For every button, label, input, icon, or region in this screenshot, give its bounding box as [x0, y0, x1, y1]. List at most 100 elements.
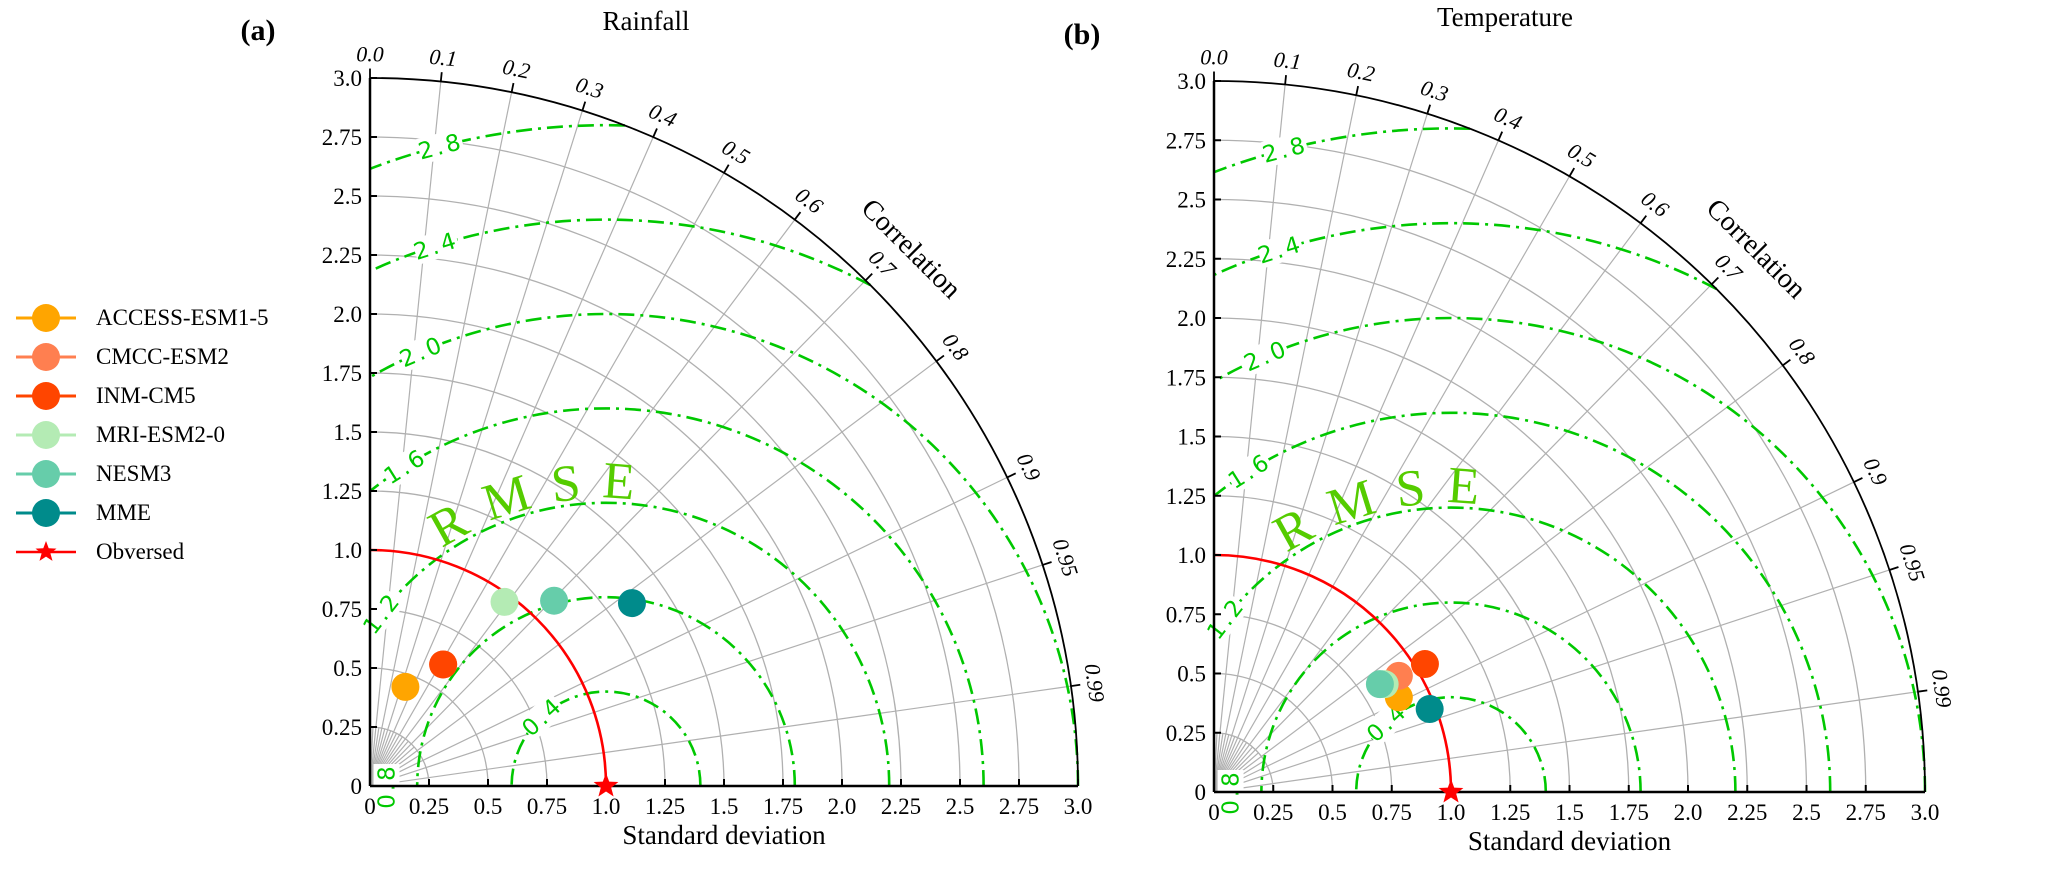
correlation-tick [1782, 358, 1791, 367]
x-tick-label: 2.25 [881, 794, 921, 819]
y-tick-label: 0 [1195, 780, 1207, 805]
x-tick-label: 1.25 [645, 794, 685, 819]
y-tick-label: 1.0 [1177, 543, 1206, 568]
x-tick-label: 1.25 [1490, 800, 1530, 825]
legend-marker-icon [16, 498, 76, 527]
x-tick-label: 0.25 [409, 794, 449, 819]
legend-marker-icon [16, 381, 76, 410]
correlation-tick-label: 0.8 [1784, 332, 1821, 369]
correlation-grid-line [369, 136, 654, 787]
rmse-title: RMSE [420, 452, 657, 558]
x-tick-label: 1.5 [1555, 800, 1584, 825]
correlation-tick [935, 354, 945, 362]
legend-dot [32, 381, 60, 410]
rmse-contour [369, 123, 625, 170]
correlation-tick [510, 82, 515, 93]
x-tick-label: 1.5 [710, 794, 739, 819]
rmse-label-bg [379, 443, 431, 489]
x-tick-label: 2.75 [999, 794, 1039, 819]
correlation-tick-label: 0.5 [1563, 138, 1599, 173]
correlation-tick [1568, 167, 1576, 177]
y-tick-label: 1.0 [333, 538, 362, 563]
correlation-tick [652, 128, 658, 138]
y-tick-label: 2.25 [322, 243, 362, 268]
correlation-grid-line [1213, 481, 1855, 793]
rmse-contour [1260, 601, 1642, 793]
rmse-contour [1213, 127, 1470, 174]
correlation-grid-line [369, 685, 1072, 787]
correlation-tick [439, 72, 443, 82]
correlation-tick-label: 0.99 [1080, 662, 1110, 704]
panel-label: (a) [241, 14, 276, 47]
correlation-tick-label: 0.2 [500, 54, 532, 84]
x-tick-label: 0 [364, 794, 376, 819]
correlation-tick-label: 0.0 [356, 41, 384, 66]
rmse-contour [1354, 695, 1548, 793]
legend-dot [32, 420, 60, 449]
correlation-tick [1853, 477, 1863, 483]
correlation-grid-line [1213, 113, 1428, 793]
std-grid-arc [1213, 198, 1808, 793]
taylor-panel-b: 0.4 0.8 1.2 1.6 2.0 2.4 2.8 RMSE 00 0.25 0.25 0.5 0.… [1064, 2, 1957, 856]
correlation-tick [1355, 85, 1359, 96]
correlation-tick [1889, 566, 1899, 571]
correlation-grid-line [369, 172, 725, 787]
rmse-contour-label: 2.0 [1240, 336, 1292, 378]
rmse-label-bg [1255, 230, 1306, 269]
correlation-grid-line [1213, 569, 1890, 793]
correlation-tick [1042, 561, 1052, 566]
x-tick-label: 1.75 [763, 794, 803, 819]
rmse-label-bg [416, 128, 466, 165]
correlation-axis-arc [369, 77, 1079, 787]
x-tick-label: 1.75 [1609, 800, 1649, 825]
correlation-tick [1070, 683, 1081, 688]
rmse-label-bg [411, 226, 461, 265]
correlation-tick-label: 0.99 [1927, 667, 1957, 709]
x-tick-label: 0.25 [1253, 800, 1293, 825]
rmse-contour-label: 2.0 [396, 331, 448, 373]
rmse-contour-label: 2.8 [416, 129, 467, 166]
rmse-contour [369, 312, 1080, 787]
y-tick-label: 2.75 [1166, 128, 1206, 153]
std-grid-arc [369, 195, 961, 787]
correlation-tick [1497, 131, 1504, 141]
correlation-grid-line [369, 92, 513, 787]
model-point-mme [617, 589, 646, 618]
y-tick-label: 0.75 [1166, 602, 1206, 627]
legend-item: INM-CM5 [14, 376, 269, 415]
std-grid-arc [369, 608, 548, 787]
legend-item: ACCESS-ESM1-5 [14, 298, 269, 337]
legend-label: MRI-ESM2-0 [96, 421, 226, 447]
model-point-inm-cm5 [1410, 650, 1439, 679]
legend-dot [32, 303, 60, 332]
x-tick-label: 1.0 [1437, 800, 1466, 825]
legend-label: MME [96, 499, 151, 525]
rmse-title: RMSE [1264, 457, 1501, 563]
y-tick-label: 3.0 [333, 66, 362, 91]
correlation-tick-label: 0.3 [573, 72, 607, 104]
legend-item: Obversed [14, 532, 269, 571]
std-grid-arc [1213, 613, 1393, 793]
std-grid-arc [369, 254, 902, 787]
y-tick-label: 3.0 [1177, 69, 1206, 94]
correlation-grid-line [1213, 733, 1224, 793]
legend-marker-icon [16, 459, 76, 488]
rmse-contour-label: 1.2 [358, 588, 406, 640]
correlation-tick [1006, 472, 1017, 479]
correlation-tick-label: 0.8 [937, 328, 974, 365]
rmse-contour-label: 1.6 [380, 444, 432, 490]
x-tick-label: 2.75 [1846, 800, 1886, 825]
model-point-mri-esm2-0 [490, 587, 519, 616]
correlation-grid-line [369, 564, 1043, 787]
legend-item: MME [14, 493, 269, 532]
correlation-tick [1639, 215, 1648, 224]
legend-dot [32, 459, 60, 488]
correlation-tick-label: 0.4 [1490, 101, 1525, 135]
correlation-tick-label: 0.9 [1858, 454, 1892, 490]
y-tick-label: 1.75 [1166, 365, 1206, 390]
rmse-contour-label: 2.8 [1260, 132, 1311, 169]
rmse-contour-label: 2.4 [1255, 231, 1306, 269]
legend-label: ACCESS-ESM1-5 [96, 304, 269, 330]
correlation-tick-label: 0.1 [428, 44, 458, 72]
